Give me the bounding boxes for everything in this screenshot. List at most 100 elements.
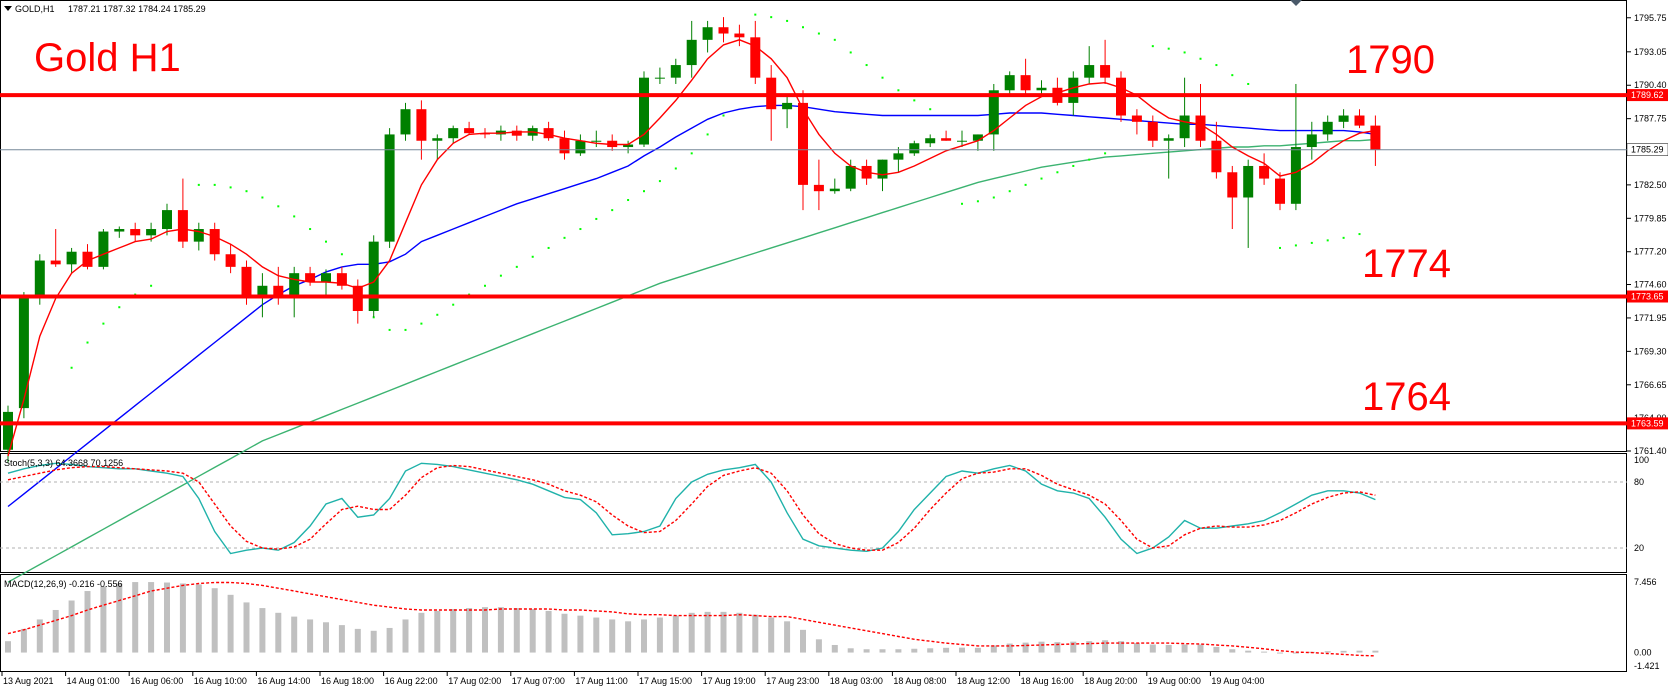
level-price-tag (1627, 89, 1668, 102)
candle-body (1100, 65, 1111, 78)
macd-bar (959, 647, 965, 653)
sar-dot (1215, 64, 1218, 67)
stoch-tick-label: 80 (1634, 477, 1644, 487)
symbol-label: GOLD,H1 (15, 4, 55, 14)
collapse-triangle-icon[interactable] (4, 6, 12, 11)
stoch-signal-line (7, 464, 1376, 551)
candle-body (98, 231, 109, 267)
macd-bar (36, 619, 43, 653)
candle-body (1290, 147, 1301, 204)
macd-bar (593, 617, 600, 653)
macd-tick-label: 0.00 (1634, 648, 1652, 658)
level-price-label: 1789.62 (1631, 90, 1664, 100)
candle-body (209, 229, 220, 255)
candle-body (543, 128, 554, 139)
macd-bar (84, 591, 91, 653)
price-tick-label: 1777.20 (1634, 247, 1667, 257)
macd-bar (911, 648, 918, 653)
time-tick-label: 18 Aug 08:00 (893, 676, 946, 686)
macd-bar (179, 583, 186, 653)
time-axis: 13 Aug 2021 14 Aug 01:00 16 Aug 06:00 16 Au… (1, 672, 1264, 686)
sar-dot (102, 322, 105, 325)
sar-dot (436, 313, 439, 316)
candle-body (782, 102, 793, 110)
macd-bar (1102, 640, 1109, 653)
macd-bar (1340, 650, 1347, 653)
macd-bar (561, 613, 568, 653)
stoch-main-line (7, 462, 1376, 555)
sar-dot (833, 38, 836, 41)
macd-bar (1277, 652, 1283, 654)
macd-bar (164, 582, 170, 653)
sar-dot (611, 209, 614, 212)
macd-bar (1054, 642, 1061, 653)
sar-dot (1342, 236, 1345, 239)
macd-bar (195, 584, 202, 653)
candle-body (575, 140, 586, 154)
macd-bar (1070, 641, 1077, 653)
macd-signal-line (7, 581, 1376, 657)
macd-bar (354, 628, 361, 653)
candle-body (368, 241, 379, 312)
shift-marker-icon[interactable] (1290, 0, 1302, 6)
candle-body (1195, 115, 1206, 141)
sar-dot (579, 228, 582, 231)
candle-body (1275, 178, 1285, 204)
time-tick-label: 17 Aug 23:00 (766, 676, 819, 686)
sar-dot (1183, 51, 1186, 54)
candle-body (273, 285, 284, 299)
ma-fast-line (7, 39, 1376, 457)
macd-bar (1213, 646, 1220, 653)
macd-bar (1038, 641, 1045, 653)
sar-dot (245, 190, 248, 193)
candle-body (66, 251, 77, 265)
candle-body (1131, 115, 1142, 122)
sar-dot (1279, 246, 1281, 249)
sar-dot (293, 215, 296, 218)
candle-body (1306, 134, 1317, 148)
macd-bar (895, 649, 902, 653)
candle-body (177, 210, 188, 242)
sar-dot (706, 133, 709, 136)
sar-dot (849, 51, 852, 54)
macd-bar (402, 619, 409, 653)
sar-dot (658, 180, 661, 183)
macd-bar (482, 607, 488, 653)
candle-body (18, 298, 29, 409)
macd-bar (974, 647, 981, 653)
candle-body (591, 140, 602, 142)
sar-dot (897, 89, 900, 92)
ma-mid-line (7, 104, 1376, 508)
macd-bar (1149, 644, 1156, 653)
sar-dot (86, 341, 89, 344)
macd-bar (1229, 649, 1236, 653)
macd-bar (1372, 650, 1379, 653)
sar-dot (674, 167, 677, 170)
candle-body (972, 134, 983, 141)
sar-dot (595, 217, 598, 220)
sar-dot (1231, 74, 1234, 77)
macd-bar (323, 622, 329, 653)
candle-body (257, 285, 268, 299)
candle-body (654, 77, 665, 79)
macd-bar (1356, 650, 1363, 653)
macd-bar (863, 649, 870, 653)
price-panel-frame (0, 0, 1627, 452)
macd-bar (784, 621, 791, 653)
ma-mid-path (7, 104, 1376, 508)
sar-dot (929, 108, 932, 111)
sar-dot (1310, 241, 1313, 244)
sar-dot (309, 228, 312, 231)
time-tick-label: 14 Aug 01:00 (67, 676, 120, 686)
candle-body (925, 138, 936, 144)
sar-dot (1358, 233, 1361, 236)
level-1774-annotation: 1774 (1362, 242, 1451, 286)
macd-bar (879, 649, 886, 653)
macd-bar (450, 609, 457, 653)
macd-bar (736, 612, 743, 653)
time-tick-label: 18 Aug 03:00 (830, 676, 883, 686)
macd-bar (577, 615, 584, 653)
candle-body (432, 138, 443, 141)
macd-bar (815, 639, 822, 653)
